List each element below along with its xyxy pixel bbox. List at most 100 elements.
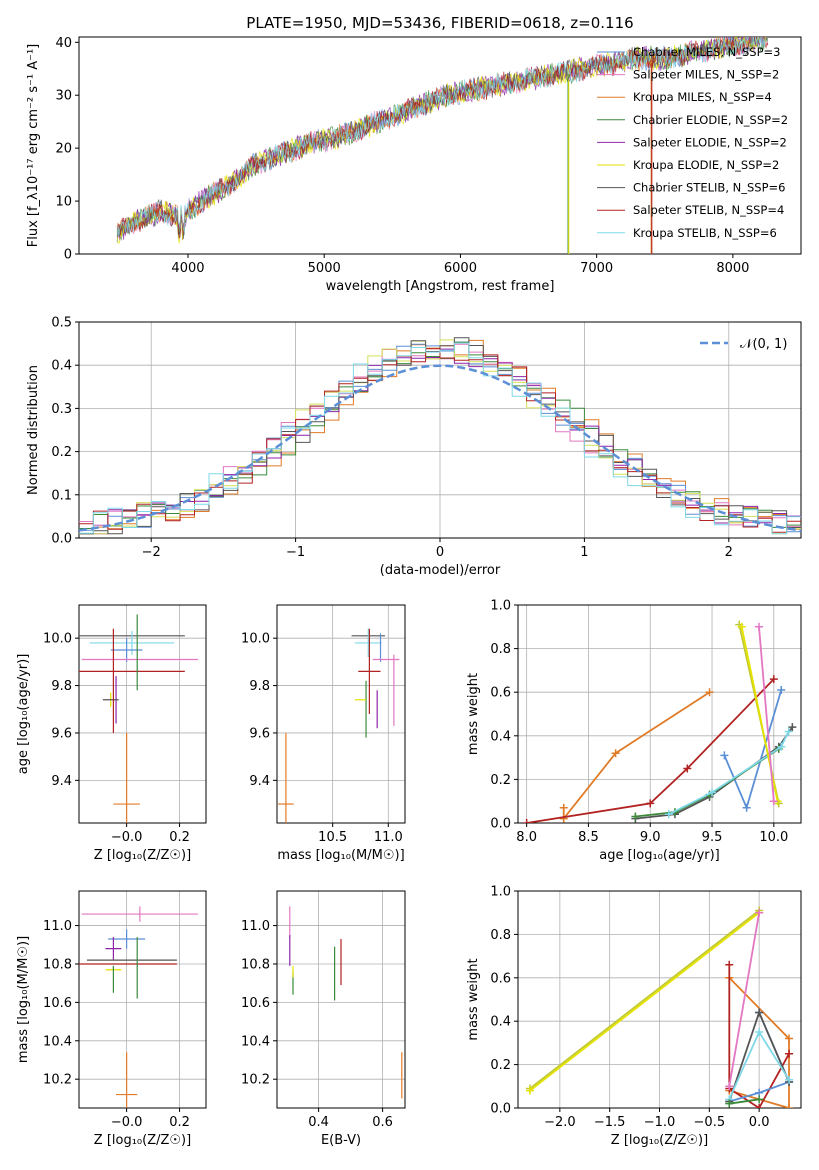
weight-series xyxy=(729,1098,760,1105)
y-tick-label: 9.6 xyxy=(249,726,270,741)
weight-marker xyxy=(725,960,734,969)
y-tick-label: 10.8 xyxy=(43,957,72,972)
grid-7 xyxy=(518,890,801,1109)
legend-entry: Kroupa ELODIE, N_SSP=2 xyxy=(633,158,779,172)
y-axis-label: age [log₁₀(age/yr)] xyxy=(16,654,31,775)
x-tick-label: 0.2 xyxy=(169,1115,190,1130)
weight-marker xyxy=(788,723,797,732)
y-axis-label: mass weight xyxy=(466,673,481,755)
weight-marker xyxy=(525,1086,534,1095)
weight-marker xyxy=(742,803,751,812)
y-tick-label: 10 xyxy=(55,195,72,210)
y-tick-label: 40 xyxy=(55,36,72,51)
y-tick-label: 10.2 xyxy=(43,1073,72,1088)
legend-entry: Kroupa MILES, N_SSP=4 xyxy=(633,90,772,104)
legend-entry: Salpeter ELODIE, N_SSP=2 xyxy=(633,135,787,149)
y-tick-label: 0.6 xyxy=(490,971,511,986)
x-tick-label: 9.0 xyxy=(640,830,661,845)
y-tick-label: 9.4 xyxy=(51,774,72,789)
weight-marker xyxy=(522,819,531,823)
weight-marker xyxy=(769,675,778,684)
y-tick-label: 10.4 xyxy=(43,1034,72,1049)
x-tick-label: 8.0 xyxy=(516,830,537,845)
weight-series xyxy=(758,626,775,802)
chart-title: PLATE=1950, MJD=53436, FIBERID=0618, z=0… xyxy=(246,14,633,32)
axes-frame-4 xyxy=(517,604,802,824)
weight-marker xyxy=(785,1075,794,1084)
x-tick-label: 5000 xyxy=(308,261,341,276)
y-axis-label: mass [log₁₀(M/M☉)] xyxy=(16,936,31,1063)
weight-marker xyxy=(785,1049,794,1058)
y-tick-label: 20 xyxy=(55,142,72,157)
weight-marker xyxy=(785,1034,794,1043)
spectrum-lines xyxy=(116,37,769,254)
errorbars-5 xyxy=(79,906,199,1108)
x-tick-label: −2 xyxy=(142,545,161,560)
y-axis-label: Flux [f_λ10⁻¹⁷ erg cm⁻² s⁻¹ A⁻¹] xyxy=(26,44,41,248)
x-tick-label: 8.5 xyxy=(578,830,599,845)
grid-5 xyxy=(79,891,206,1108)
y-tick-label: 1.0 xyxy=(490,885,511,900)
y-tick-label: 0.8 xyxy=(490,928,511,943)
weight-lines-4 xyxy=(522,620,797,823)
x-tick-label: 11.0 xyxy=(374,830,403,845)
y-tick-label: 1.0 xyxy=(490,599,511,614)
weight-marker xyxy=(754,622,763,631)
y-tick-label: 10.6 xyxy=(241,996,270,1011)
y-tick-label: 0.0 xyxy=(490,817,511,832)
x-tick-label: 0.4 xyxy=(308,1115,329,1130)
errorbars-2 xyxy=(79,614,199,823)
axes-frame-5 xyxy=(78,890,207,1109)
y-tick-label: 11.0 xyxy=(241,919,270,934)
y-tick-label: 10.2 xyxy=(241,1073,270,1088)
histogram-lines xyxy=(79,337,801,535)
weight-marker xyxy=(705,688,714,697)
x-tick-label: 4000 xyxy=(171,261,204,276)
y-tick-label: 0.2 xyxy=(490,773,511,788)
weight-marker xyxy=(720,751,729,760)
x-tick-label: 10.0 xyxy=(759,830,788,845)
x-axis-label: age [log₁₀(age/yr)] xyxy=(599,848,720,863)
x-axis-label: E(B-V) xyxy=(321,1133,361,1148)
weight-marker xyxy=(755,1104,764,1108)
weight-marker xyxy=(725,1082,734,1091)
y-tick-label: 0.0 xyxy=(490,1102,511,1117)
x-tick-label: 0 xyxy=(436,545,444,560)
axes-frame-6 xyxy=(276,890,406,1109)
weight-marker xyxy=(611,749,620,758)
y-tick-label: 0.4 xyxy=(490,1015,511,1030)
y-tick-label: 11.0 xyxy=(43,919,72,934)
y-tick-label: 0.2 xyxy=(51,445,72,460)
x-axis-label: Z [log₁₀(Z/Z☉)] xyxy=(611,1133,708,1148)
weight-marker xyxy=(683,764,692,773)
y-tick-label: 10.0 xyxy=(241,632,270,647)
y-tick-label: 0.2 xyxy=(490,1058,511,1073)
legend-entry: Chabrier ELODIE, N_SSP=2 xyxy=(633,113,788,127)
y-tick-label: 10.4 xyxy=(241,1034,270,1049)
y-tick-label: 30 xyxy=(55,89,72,104)
y-axis-label: Normed distribution xyxy=(26,365,41,495)
grid-3 xyxy=(277,605,405,823)
histogram-series xyxy=(79,348,801,533)
x-axis-label: Z [log₁₀(Z/Z☉)] xyxy=(94,1133,191,1148)
x-tick-label: 0.2 xyxy=(169,830,190,845)
weight-series xyxy=(728,912,760,1087)
legend-entry: 𝒩(0, 1) xyxy=(740,337,787,352)
weight-marker xyxy=(646,799,655,808)
axes-frame-3 xyxy=(276,604,406,824)
y-tick-label: 0.1 xyxy=(51,488,72,503)
x-tick-label: −1 xyxy=(286,545,305,560)
y-tick-label: 10.6 xyxy=(43,996,72,1011)
x-tick-label: 1 xyxy=(580,545,588,560)
x-tick-label: 9.5 xyxy=(702,830,723,845)
x-tick-label: 7000 xyxy=(580,261,613,276)
x-axis-label: (data-model)/error xyxy=(380,563,501,578)
spectrum-series xyxy=(116,37,767,241)
y-tick-label: 0.4 xyxy=(490,729,511,744)
weight-marker xyxy=(737,622,746,631)
weight-marker xyxy=(664,810,673,819)
weight-series xyxy=(529,911,760,1092)
weight-lines-7 xyxy=(525,906,794,1108)
x-tick-label: −0.0 xyxy=(111,830,143,845)
axes-frame-2 xyxy=(78,604,207,824)
